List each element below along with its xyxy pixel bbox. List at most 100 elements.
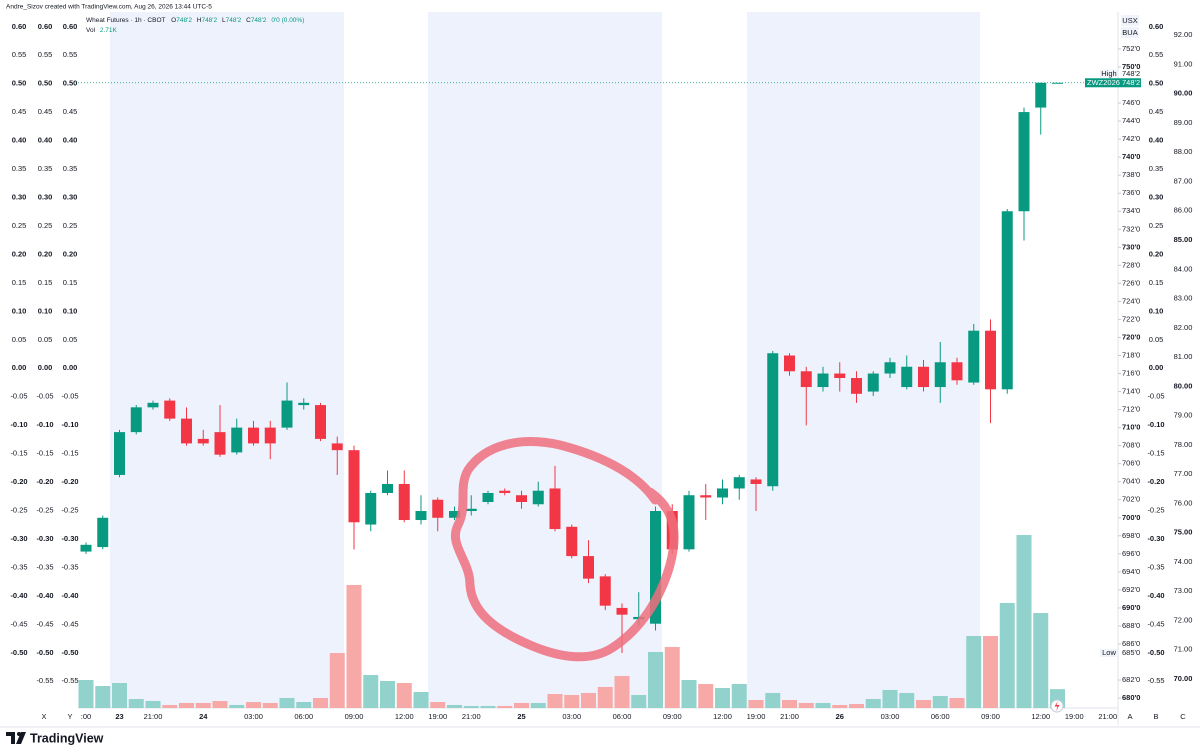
candle-body [968, 330, 980, 383]
x-tick-label: 21:00 [780, 712, 799, 721]
volume-bar [966, 635, 982, 708]
extra-axis-label: -0.35 [1147, 562, 1164, 571]
extra-axis-label: 0.50 [12, 79, 27, 88]
volume-bar [765, 692, 781, 708]
extra-axis-label: -0.55 [1147, 676, 1164, 685]
y-tick-label: 714'0 [1122, 387, 1140, 396]
candle-body [197, 438, 209, 444]
x-tick-label: 06:00 [931, 712, 950, 721]
legend-value: 748'2 [226, 17, 242, 24]
y-tick-label: 718'0 [1122, 350, 1140, 359]
volume-bar [530, 702, 546, 708]
candle-body [884, 362, 896, 374]
extra-axis-label: 89.00 [1174, 118, 1193, 127]
extra-axis-label: 0.45 [1149, 107, 1164, 116]
extra-axis-label: 85.00 [1174, 235, 1193, 244]
x-tick-label: 09:00 [981, 712, 1000, 721]
x-tick-label: 12:00 [1031, 712, 1050, 721]
y-tick-label: 742'0 [1122, 134, 1140, 143]
y-tick-label: 682'0 [1122, 675, 1140, 684]
extra-axis-label: -0.50 [1147, 648, 1164, 657]
extra-axis-label: 0.25 [1149, 221, 1164, 230]
extra-axis-label: 74.00 [1174, 557, 1193, 566]
candle-body [717, 488, 728, 498]
y-tick-label: 734'0 [1122, 206, 1140, 215]
volume-bar [648, 651, 663, 708]
volume-bar [313, 697, 328, 708]
extra-axis-label: 77.00 [1174, 469, 1193, 478]
footer-logo [6, 732, 26, 744]
candle-body [918, 366, 929, 388]
y-tick-label: 710'0 [1122, 423, 1140, 432]
volume-bar [396, 683, 412, 708]
extra-axis-label: 0.30 [63, 193, 78, 202]
low-marker-value: 685'0 [1122, 648, 1140, 657]
y-tick-label: 690'0 [1122, 603, 1140, 612]
x-tick-label: 03:00 [562, 712, 581, 721]
legend-title: Wheat Futures · 1h · CBOT [86, 17, 165, 24]
extra-axis-label: 86.00 [1174, 206, 1193, 215]
volume-legend-value: 2.71K [100, 27, 118, 34]
candle-body [516, 495, 527, 502]
extra-axis-label: 0.25 [63, 221, 78, 230]
extra-axis-label: 0.30 [1149, 193, 1164, 202]
volume-bar [564, 694, 580, 708]
volume-legend-name: Vol [86, 27, 96, 34]
x-tick-label: 09:00 [345, 712, 364, 721]
extra-axis-label: 0.00 [12, 363, 27, 372]
extra-axis-label: 0.15 [63, 278, 78, 287]
extra-axis-label: 0.60 [63, 22, 78, 31]
extra-axis-label: -0.20 [1147, 477, 1164, 486]
x-tick-label: 06:00 [294, 712, 313, 721]
extra-axis-label: 0.05 [1149, 335, 1164, 344]
y-tick-label: 688'0 [1122, 621, 1140, 630]
y-tick-label: 708'0 [1122, 441, 1140, 450]
extra-axis-label: 71.00 [1174, 645, 1193, 654]
volume-bar [329, 653, 345, 708]
volume-bar [413, 691, 429, 708]
extra-axis-label: 90.00 [1174, 89, 1193, 98]
volume-bar [698, 683, 714, 708]
candle-body [482, 492, 494, 502]
extra-axis-label: 0.50 [38, 79, 53, 88]
y-tick-label: 752'0 [1122, 44, 1140, 53]
extra-axis-label: 0.15 [12, 278, 27, 287]
extra-axis-label: 78.00 [1174, 440, 1193, 449]
hand-drawn-annotation [450, 437, 679, 662]
x-tick-label: 19:00 [1065, 712, 1084, 721]
icon-bolt [1054, 701, 1060, 711]
candle-body [867, 373, 879, 392]
candle-body [834, 373, 846, 379]
extra-axis-label: 0.05 [38, 335, 53, 344]
volume-bar [1016, 534, 1032, 708]
x-tick-label: 06:00 [613, 712, 632, 721]
extra-axis-label: 0.40 [1149, 136, 1164, 145]
volume-bar [932, 696, 948, 708]
y-tick-label: 706'0 [1122, 459, 1140, 468]
candle-body [1052, 82, 1063, 84]
legend-key: L [222, 17, 226, 24]
y-tick-label: 732'0 [1122, 224, 1140, 233]
last-marker-name: ZWZ2026 [1087, 78, 1120, 87]
candle-body [700, 495, 712, 498]
volume-bar [279, 697, 295, 708]
volume-bar [78, 680, 94, 708]
extra-axis-label: 79.00 [1174, 411, 1193, 420]
session-band [747, 12, 980, 708]
extra-axis-label: 82.00 [1174, 323, 1193, 332]
candle-body [750, 479, 762, 484]
extra-axis-label: -0.35 [61, 562, 78, 571]
extra-axis-label: 75.00 [1174, 528, 1193, 537]
x-tick-label: 19:00 [747, 712, 766, 721]
volume-bar [380, 680, 395, 708]
extra-axis-label: -0.45 [1147, 619, 1164, 628]
extra-axis-label: -0.10 [61, 420, 78, 429]
volume-bar [631, 694, 647, 708]
candle-body [784, 355, 795, 372]
extra-axis-label: 0.60 [12, 22, 27, 31]
volume-bar [497, 705, 513, 708]
candle-body [130, 407, 142, 433]
x-tick-label: 21:00 [144, 712, 163, 721]
volume-bar [480, 705, 496, 708]
candle-body [248, 427, 259, 444]
